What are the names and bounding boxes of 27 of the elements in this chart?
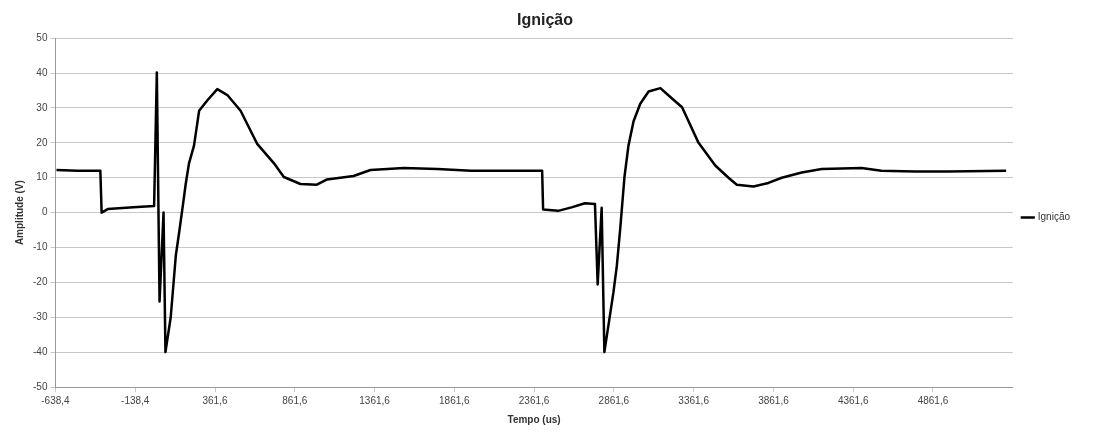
x-tick-label: 3361,6 xyxy=(678,394,710,406)
y-tick-label: -30 xyxy=(33,310,48,322)
y-tick-label: 30 xyxy=(36,101,48,113)
x-tick-label: 361,6 xyxy=(202,394,228,406)
x-tick-label: 1361,6 xyxy=(359,394,391,406)
x-tick-label: 861,6 xyxy=(282,394,308,406)
x-tick-label: 2861,6 xyxy=(598,394,630,406)
y-tick-label: 50 xyxy=(36,31,48,43)
y-tick-label: 40 xyxy=(36,66,48,78)
x-axis-title: Tempo (us) xyxy=(507,413,561,425)
x-tick-label: 4861,6 xyxy=(917,394,949,406)
y-tick-label: -10 xyxy=(33,241,48,253)
x-tick-label: 2361,6 xyxy=(518,394,550,406)
y-tick-label: -40 xyxy=(33,345,48,357)
legend-label: Ignição xyxy=(1037,211,1071,223)
x-tick-label: 1861,6 xyxy=(439,394,471,406)
y-tick-label: -50 xyxy=(33,380,48,392)
x-tick-label: 3861,6 xyxy=(758,394,790,406)
x-tick-label: -638,4 xyxy=(41,394,71,406)
y-axis-title: Amplitude (V) xyxy=(13,180,25,246)
x-tick-label: 4361,6 xyxy=(837,394,869,406)
y-tick-label: 10 xyxy=(36,171,48,183)
y-tick-label: 0 xyxy=(41,206,48,218)
y-tick-label: 20 xyxy=(36,136,48,148)
x-tick-label: -138,4 xyxy=(121,394,150,406)
y-tick-label: -20 xyxy=(33,276,48,288)
chart-title: Ignição xyxy=(516,11,574,29)
